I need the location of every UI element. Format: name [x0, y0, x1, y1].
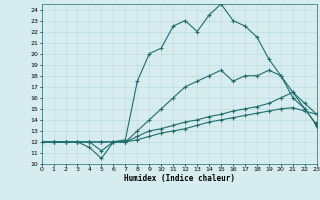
- X-axis label: Humidex (Indice chaleur): Humidex (Indice chaleur): [124, 174, 235, 183]
